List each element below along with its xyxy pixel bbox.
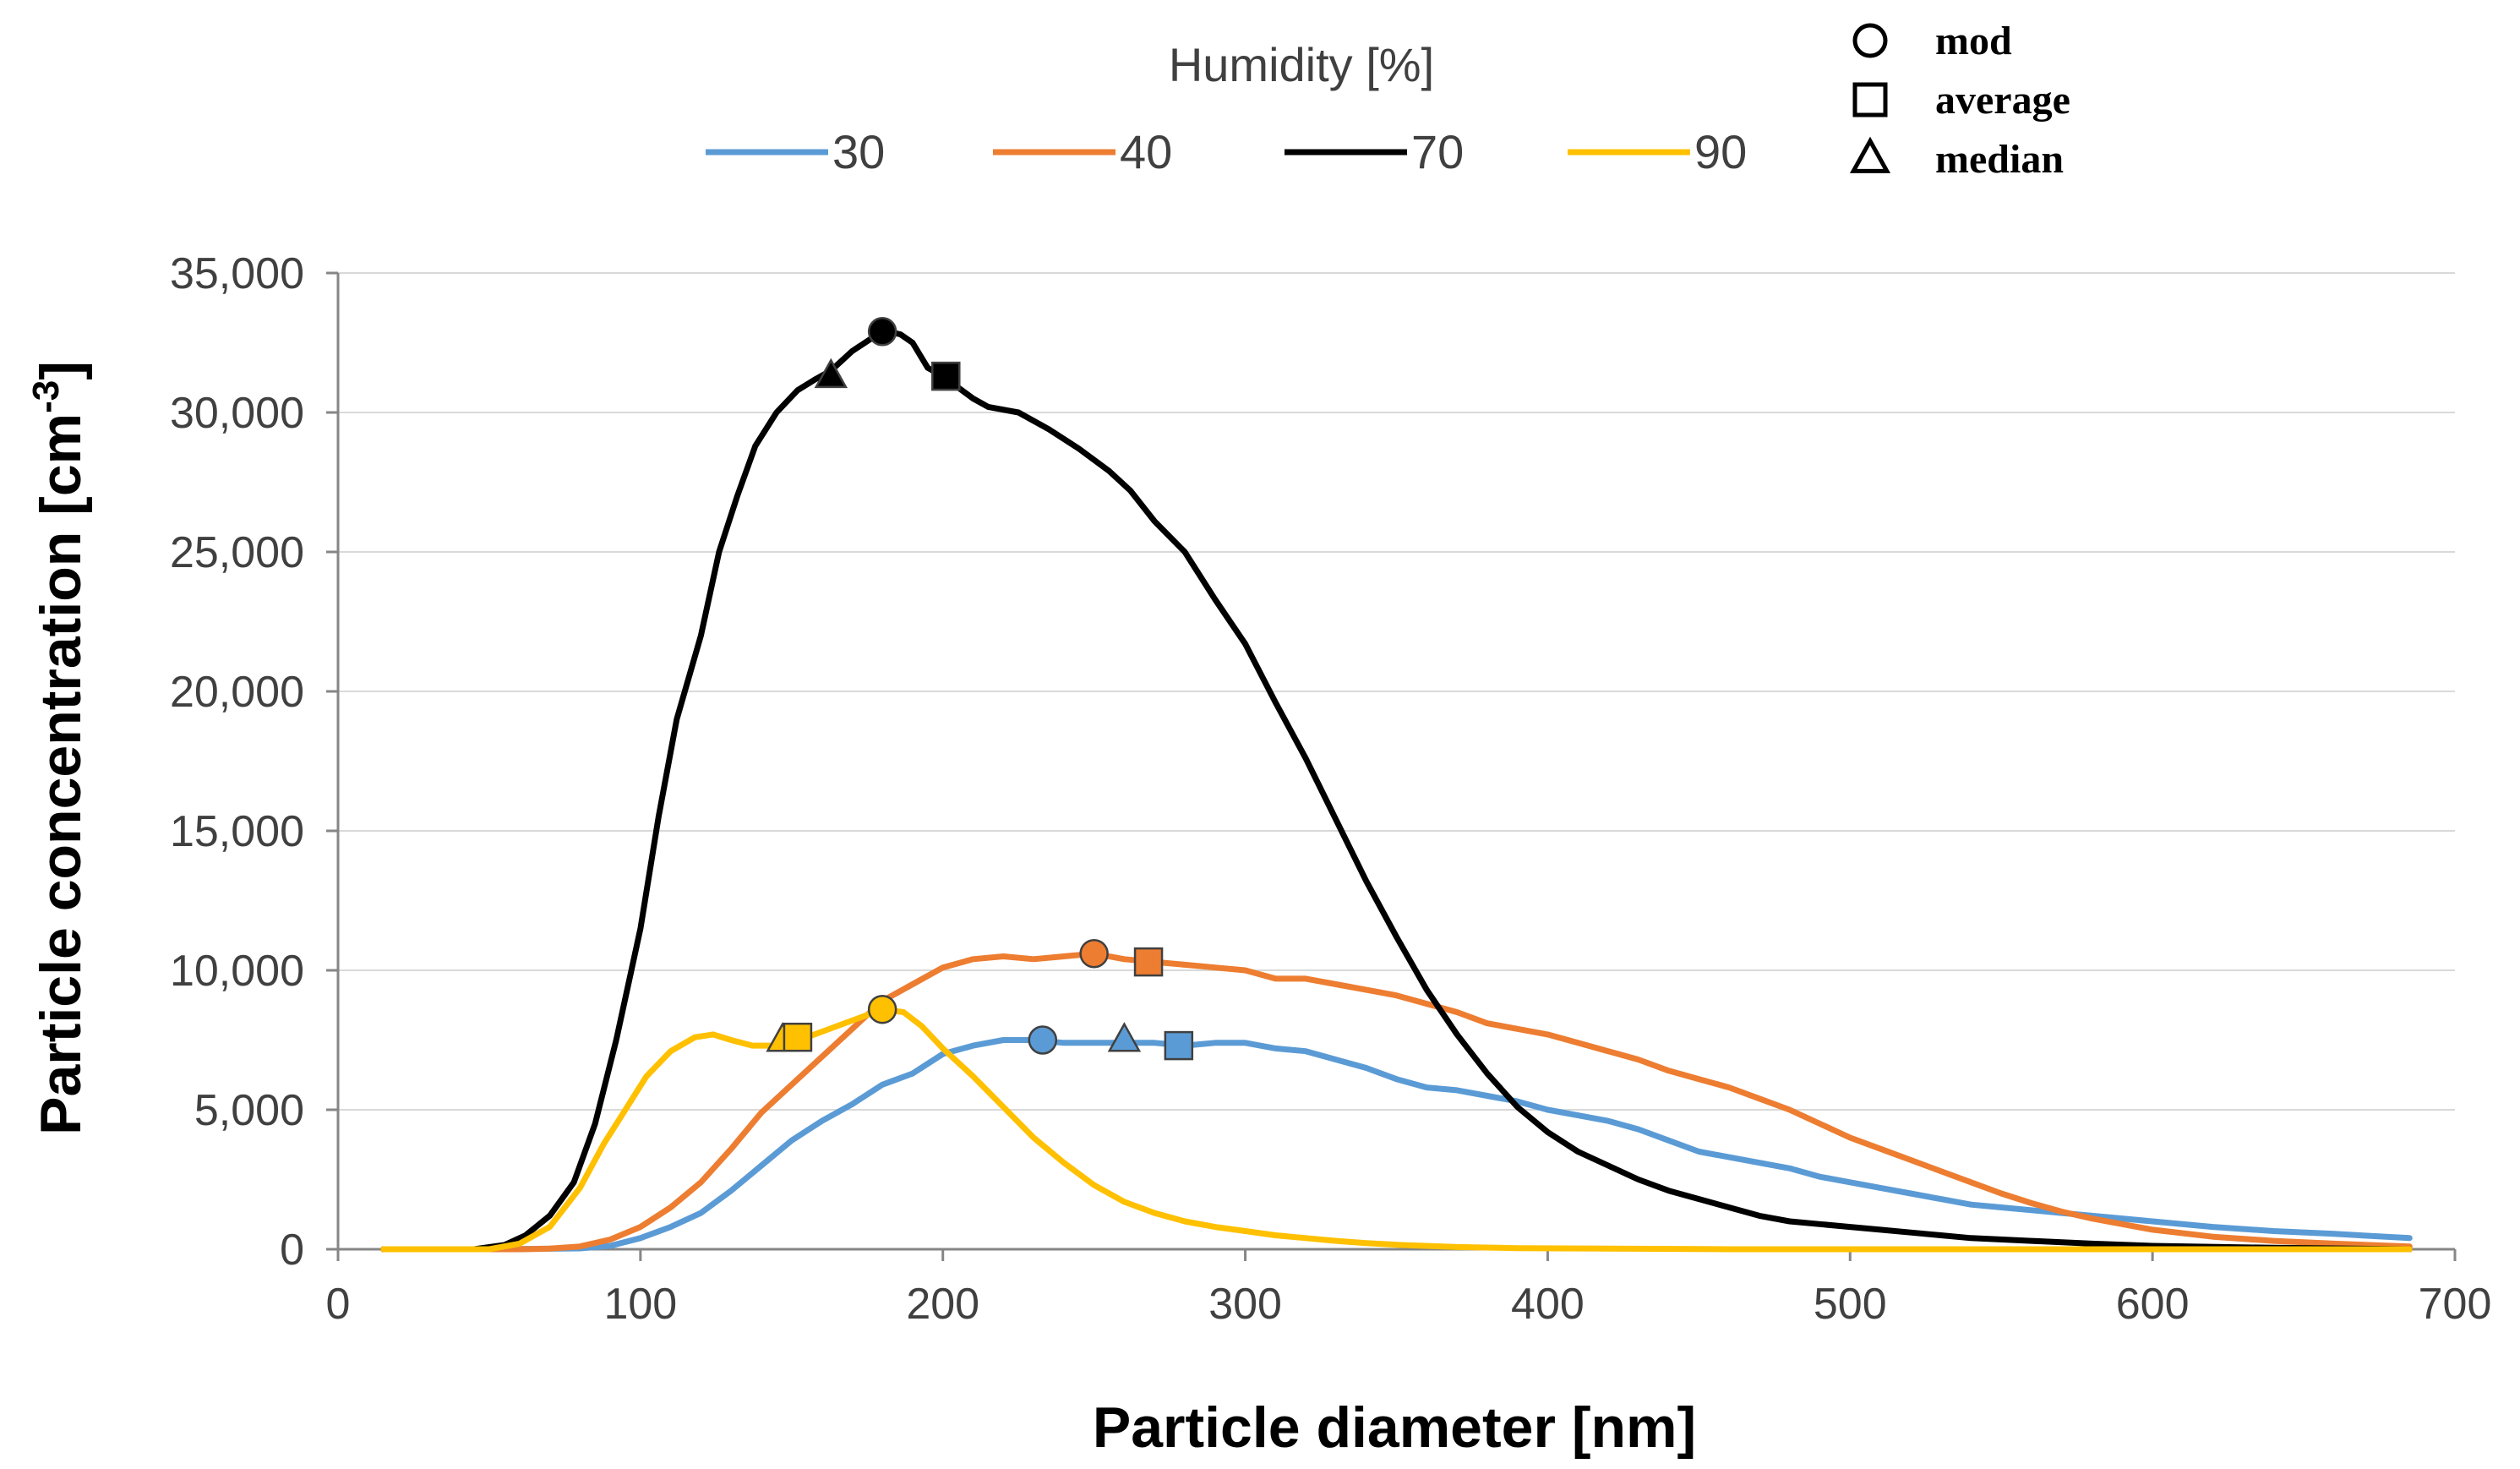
x-tick-label: 300 [1208,1280,1282,1329]
series-line-40 [380,950,2413,1253]
series-line-90 [380,1006,2413,1253]
y-tick-label: 15,000 [170,807,304,856]
data-series [380,328,2413,1253]
data-markers [766,317,1194,1061]
legend-label-30: 30 [832,125,885,178]
marker-average-30 [1164,1030,1194,1061]
y-tick-label: 35,000 [170,249,304,298]
x-tick-label: 0 [326,1280,351,1329]
axes [326,271,2457,1261]
legend-label-40: 40 [1120,125,1172,178]
legend: 30 40 70 90 mod average median [706,19,2070,182]
y-tick-label: 0 [280,1226,304,1275]
legend-marker-label-mod: mod [1935,19,2012,63]
y-axis-title: Particle concentration [cm-3] [25,361,93,1135]
gridlines [338,272,2455,1111]
y-tick-label: 5,000 [194,1086,304,1135]
y-tick-label: 10,000 [170,947,304,996]
marker-mod-70 [867,317,897,347]
legend-marker-circle [1852,23,1888,58]
x-tick-label: 400 [1511,1280,1585,1329]
tick-labels: 0 100 200 300 400 500 600 700 0 5,000 10,000 15,000… [170,249,2491,1329]
legend-marker-label-average: average [1935,78,2070,123]
marker-median-70 [814,358,848,389]
x-tick-label: 500 [1814,1280,1887,1329]
y-axis-title-main: Particle concentration [cm [29,413,93,1135]
marker-average-70 [931,361,961,391]
marker-mod-30 [1028,1025,1058,1055]
y-axis-title-superscript: -3 [25,380,67,413]
series-line-30 [380,1037,2413,1253]
y-tick-label: 25,000 [170,528,304,577]
y-axis-title-close: ] [29,361,93,380]
x-tick-label: 200 [906,1280,979,1329]
legend-marker-square [1852,82,1888,117]
legend-label-70: 70 [1411,125,1464,178]
marker-average-40 [1133,947,1164,977]
x-tick-label: 600 [2116,1280,2190,1329]
x-tick-label: 100 [603,1280,677,1329]
x-tick-label: 700 [2419,1280,2492,1329]
y-tick-label: 20,000 [170,668,304,717]
marker-average-90 [783,1022,813,1052]
legend-label-90: 90 [1694,125,1747,178]
y-tick-label: 30,000 [170,389,304,438]
marker-mod-40 [1079,938,1109,969]
marker-mod-90 [867,994,897,1024]
legend-title: Humidity [%] [1169,38,1434,91]
x-axis-title: Particle diameter [nm] [1093,1395,1696,1460]
series-line-70 [380,328,2413,1253]
marker-median-30 [1107,1022,1142,1052]
legend-marker-label-median: median [1935,137,2064,182]
legend-marker-triangle [1849,136,1891,173]
